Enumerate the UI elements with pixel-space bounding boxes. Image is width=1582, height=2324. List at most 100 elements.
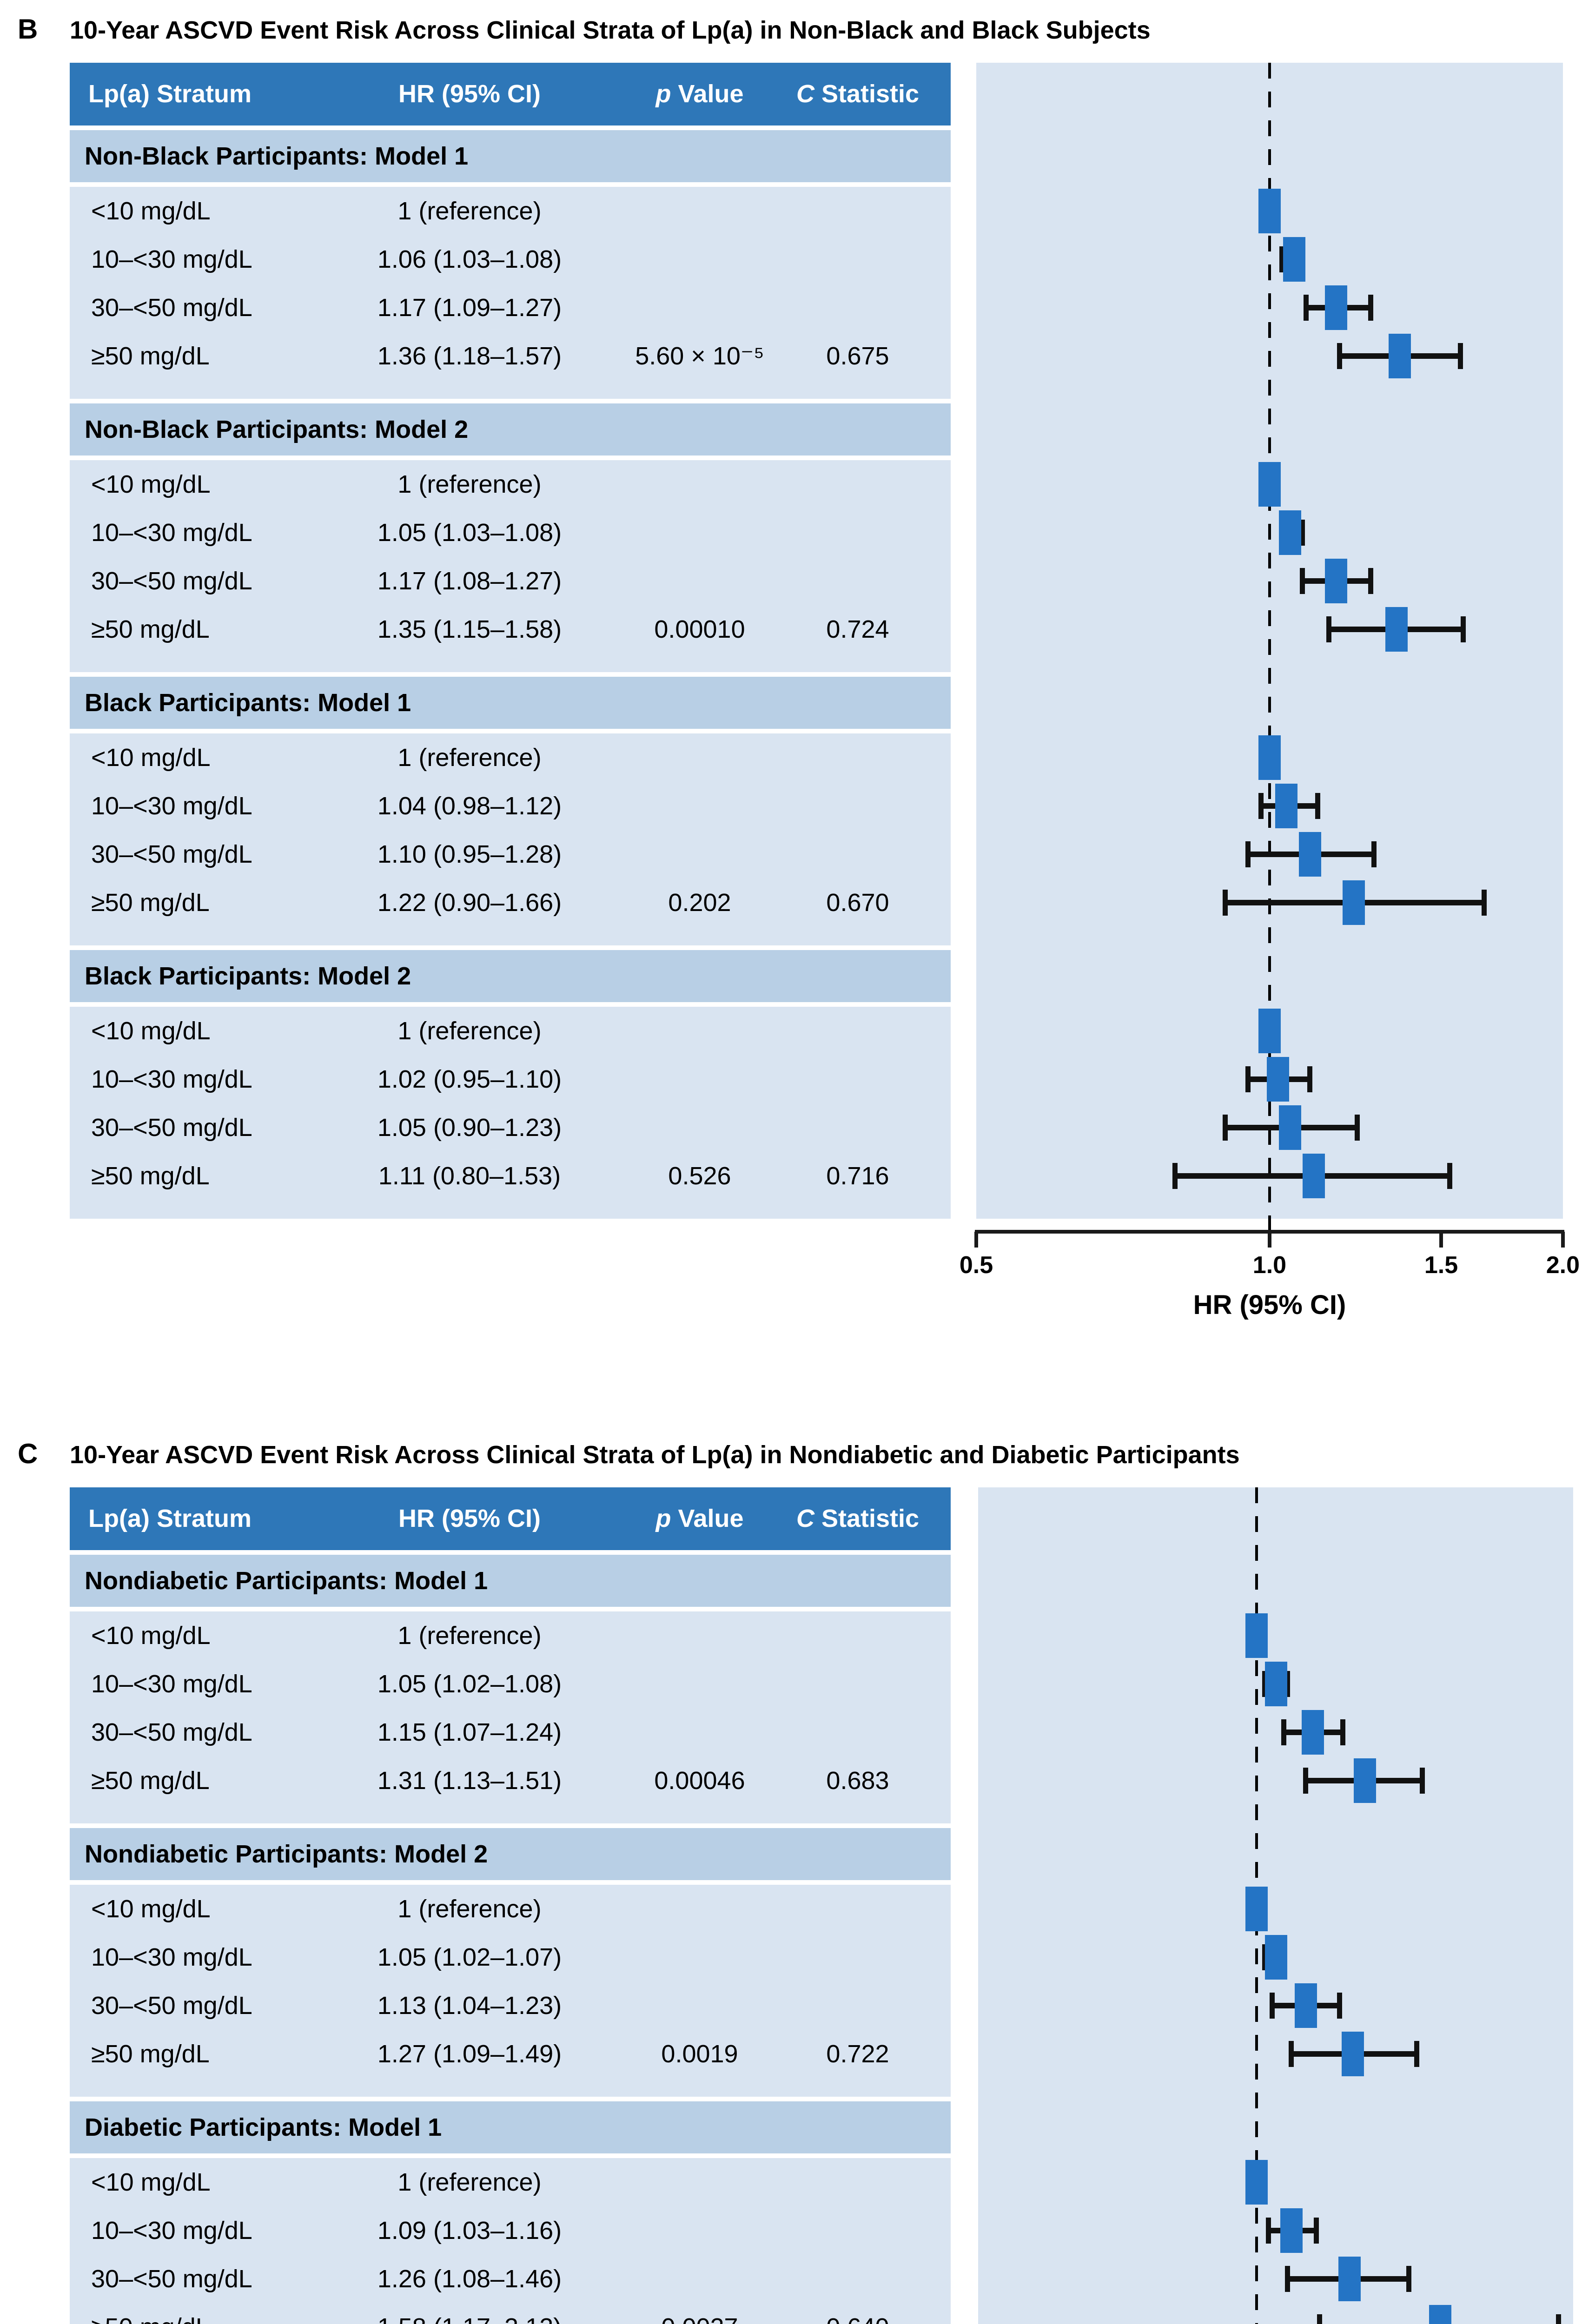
ci-cap-left — [1289, 2041, 1294, 2067]
p-value-cell: 0.00010 — [654, 615, 745, 643]
ci-cap-left — [1279, 246, 1285, 272]
p-value-cell: 0.526 — [668, 1162, 731, 1190]
ci-cap-right — [1460, 616, 1466, 642]
ci-cap-right — [1406, 2266, 1411, 2292]
forest-marker — [1265, 1662, 1288, 1706]
forest-marker — [1298, 832, 1321, 877]
hr-ci-cell: 1.17 (1.09–1.27) — [377, 294, 562, 322]
ci-cap-right — [1299, 520, 1305, 546]
hr-ci-cell: 1.31 (1.13–1.51) — [377, 1767, 562, 1795]
hr-ci-cell: 1.26 (1.08–1.46) — [377, 2265, 562, 2293]
forest-marker — [1258, 735, 1281, 780]
stratum-cell: <10 mg/dL — [91, 470, 211, 498]
ci-cap-left — [1303, 295, 1309, 321]
stratum-cell: 10–<30 mg/dL — [91, 1670, 252, 1698]
group-rows-background — [70, 460, 951, 672]
ci-cap-left — [1258, 793, 1264, 819]
forest-marker — [1280, 2208, 1303, 2253]
p-value-cell: 0.0027 — [661, 2312, 738, 2324]
forest-marker — [1245, 2160, 1268, 2205]
stratum-cell: <10 mg/dL — [91, 1895, 211, 1923]
forest-marker — [1354, 1758, 1377, 1803]
stratum-cell: ≥50 mg/dL — [91, 1162, 210, 1190]
forest-marker — [1385, 607, 1408, 652]
forest-marker — [1265, 1935, 1288, 1980]
stratum-cell: ≥50 mg/dL — [91, 2312, 210, 2324]
forest-marker — [1258, 189, 1281, 233]
group-band — [70, 2101, 951, 2153]
plot-area — [978, 1487, 1574, 2324]
panel-letter: C — [18, 1438, 38, 1469]
ci-cap-left — [1222, 890, 1228, 916]
ci-cap-right — [1307, 1066, 1313, 1092]
group-band-label: Nondiabetic Participants: Model 1 — [85, 1567, 488, 1595]
forest-marker — [1279, 1105, 1302, 1150]
stratum-cell: 30–<50 mg/dL — [91, 840, 252, 868]
c-statistic-cell: 0.722 — [826, 2040, 889, 2068]
ci-cap-left — [1262, 1944, 1267, 1970]
table-header — [70, 1487, 951, 1550]
ci-cap-left — [1326, 616, 1331, 642]
axis-tick — [1561, 1232, 1565, 1248]
hr-ci-cell: 1 (reference) — [397, 1895, 542, 1923]
group-band — [70, 403, 951, 456]
hr-ci-cell: 1 (reference) — [397, 1017, 542, 1045]
stratum-cell: 10–<30 mg/dL — [91, 792, 252, 820]
ci-cap-left — [1266, 2218, 1271, 2244]
forest-marker — [1266, 1057, 1289, 1102]
ci-cap-left — [1281, 1719, 1287, 1745]
forest-marker — [1258, 462, 1281, 507]
ci-cap-left — [1299, 568, 1305, 594]
hr-ci-cell: 1.05 (1.02–1.08) — [377, 1670, 562, 1698]
axis-tick-label: 2.0 — [1546, 1252, 1580, 1279]
forest-marker — [1324, 559, 1347, 603]
stratum-cell: <10 mg/dL — [91, 2168, 211, 2196]
hr-ci-cell: 1.35 (1.15–1.58) — [377, 615, 562, 643]
stratum-cell: <10 mg/dL — [91, 1017, 211, 1045]
stratum-cell: 10–<30 mg/dL — [91, 519, 252, 547]
panel-title: 10-Year ASCVD Event Risk Across Clinical… — [70, 16, 1151, 44]
group-rows-background — [70, 2158, 951, 2324]
ci-cap-left — [1285, 2266, 1291, 2292]
hr-ci-cell: 1.27 (1.09–1.49) — [377, 2040, 562, 2068]
ci-cap-left — [1317, 2314, 1323, 2324]
group-band-label: Nondiabetic Participants: Model 2 — [85, 1840, 488, 1868]
column-header-stratum: Lp(a) Stratum — [88, 1505, 252, 1532]
axis-tick-label: 0.5 — [959, 1252, 993, 1279]
hr-ci-cell: 1.17 (1.08–1.27) — [377, 567, 562, 595]
group-rows-background — [70, 733, 951, 945]
stratum-cell: 10–<30 mg/dL — [91, 1943, 252, 1971]
table-header — [70, 63, 951, 125]
forest-marker — [1388, 334, 1411, 378]
hr-ci-cell: 1 (reference) — [397, 470, 542, 498]
group-band — [70, 1828, 951, 1880]
group-band — [70, 677, 951, 729]
column-header-stratum: Lp(a) Stratum — [88, 80, 252, 108]
hr-ci-cell: 1.06 (1.03–1.08) — [377, 245, 562, 273]
axis-tick — [974, 1232, 978, 1248]
stratum-cell: 30–<50 mg/dL — [91, 1718, 252, 1746]
stratum-cell: 30–<50 mg/dL — [91, 294, 252, 322]
ci-cap-left — [1245, 1066, 1251, 1092]
axis-tick-label: 1.0 — [1252, 1252, 1287, 1279]
ci-cap-right — [1315, 793, 1320, 819]
c-statistic-cell: 0.670 — [826, 889, 889, 917]
forest-marker — [1245, 1887, 1268, 1931]
hr-ci-cell: 1.58 (1.17–2.12) — [377, 2312, 562, 2324]
hr-ci-cell: 1.05 (0.90–1.23) — [377, 1114, 562, 1142]
group-band-label: Diabetic Participants: Model 1 — [85, 2113, 442, 2141]
hr-ci-cell: 1.02 (0.95–1.10) — [377, 1065, 562, 1093]
forest-marker — [1279, 510, 1302, 555]
ci-cap-left — [1222, 1115, 1228, 1141]
ci-cap-right — [1368, 295, 1374, 321]
stratum-cell: 10–<30 mg/dL — [91, 2217, 252, 2245]
ci-cap-right — [1337, 1993, 1343, 2019]
stratum-cell: 10–<30 mg/dL — [91, 245, 252, 273]
forest-marker — [1342, 880, 1365, 925]
panel-letter: B — [18, 13, 38, 45]
group-band-label: Black Participants: Model 1 — [85, 689, 411, 717]
hr-ci-cell: 1 (reference) — [397, 744, 542, 772]
c-statistic-cell: 0.675 — [826, 342, 889, 370]
panel-title: 10-Year ASCVD Event Risk Across Clinical… — [70, 1441, 1240, 1469]
